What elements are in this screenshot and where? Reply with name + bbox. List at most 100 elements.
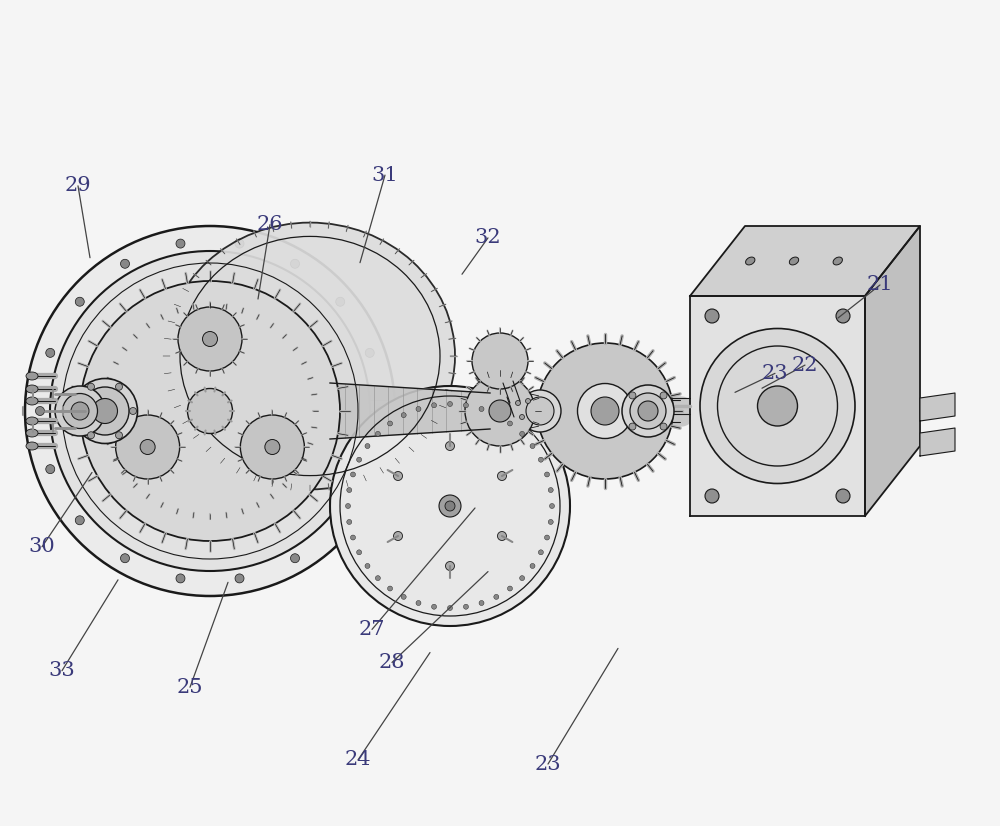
Ellipse shape	[401, 413, 406, 418]
Ellipse shape	[545, 535, 550, 540]
Polygon shape	[920, 393, 955, 421]
Ellipse shape	[507, 586, 512, 591]
Ellipse shape	[25, 226, 395, 596]
Ellipse shape	[494, 595, 499, 600]
Ellipse shape	[26, 385, 38, 393]
Ellipse shape	[538, 550, 543, 555]
Ellipse shape	[74, 407, 80, 415]
Ellipse shape	[188, 388, 232, 434]
Ellipse shape	[357, 550, 362, 555]
Ellipse shape	[265, 439, 280, 454]
Ellipse shape	[88, 432, 94, 439]
Ellipse shape	[548, 487, 553, 492]
Ellipse shape	[388, 421, 393, 426]
Ellipse shape	[497, 472, 506, 481]
Ellipse shape	[520, 431, 525, 436]
Ellipse shape	[497, 531, 506, 540]
Ellipse shape	[178, 307, 242, 371]
Ellipse shape	[630, 393, 666, 429]
Ellipse shape	[330, 386, 570, 626]
Ellipse shape	[494, 413, 499, 418]
Ellipse shape	[836, 489, 850, 503]
Ellipse shape	[660, 392, 667, 399]
Ellipse shape	[416, 406, 421, 411]
Ellipse shape	[26, 442, 38, 450]
Ellipse shape	[758, 386, 798, 426]
Ellipse shape	[176, 574, 185, 583]
Ellipse shape	[526, 398, 530, 403]
Ellipse shape	[519, 390, 561, 432]
Ellipse shape	[140, 439, 155, 454]
Ellipse shape	[88, 383, 94, 390]
Ellipse shape	[365, 563, 370, 568]
Ellipse shape	[479, 601, 484, 605]
Ellipse shape	[116, 432, 122, 439]
Ellipse shape	[530, 563, 535, 568]
Ellipse shape	[394, 472, 403, 481]
Ellipse shape	[336, 515, 345, 525]
Ellipse shape	[836, 309, 850, 323]
Text: 21: 21	[867, 275, 893, 295]
Ellipse shape	[46, 465, 55, 473]
Text: 31: 31	[372, 165, 398, 185]
Ellipse shape	[622, 385, 674, 437]
Ellipse shape	[448, 401, 452, 406]
Ellipse shape	[705, 489, 719, 503]
Ellipse shape	[365, 465, 374, 473]
Ellipse shape	[507, 421, 512, 426]
Ellipse shape	[538, 458, 543, 463]
Ellipse shape	[401, 595, 406, 600]
Ellipse shape	[347, 520, 352, 525]
Ellipse shape	[416, 601, 421, 605]
Ellipse shape	[746, 257, 755, 265]
Ellipse shape	[290, 553, 299, 563]
Ellipse shape	[463, 403, 468, 408]
Ellipse shape	[176, 239, 185, 248]
Text: 24: 24	[345, 750, 371, 770]
Ellipse shape	[120, 553, 129, 563]
Text: 25: 25	[177, 677, 203, 697]
Ellipse shape	[346, 504, 351, 509]
Ellipse shape	[432, 403, 437, 408]
Ellipse shape	[530, 444, 535, 449]
Ellipse shape	[489, 400, 511, 422]
Text: 27: 27	[359, 620, 385, 639]
Ellipse shape	[116, 415, 180, 479]
Ellipse shape	[479, 406, 484, 411]
Ellipse shape	[375, 576, 380, 581]
Text: 22: 22	[792, 355, 818, 375]
Polygon shape	[330, 383, 490, 439]
Ellipse shape	[75, 515, 84, 525]
Ellipse shape	[72, 378, 138, 444]
Text: 23: 23	[762, 363, 788, 383]
Ellipse shape	[336, 297, 345, 306]
Ellipse shape	[121, 259, 130, 268]
Ellipse shape	[240, 415, 304, 479]
Ellipse shape	[130, 407, 136, 415]
Ellipse shape	[578, 383, 633, 439]
Ellipse shape	[705, 309, 719, 323]
Polygon shape	[690, 226, 920, 296]
Ellipse shape	[350, 535, 355, 540]
Ellipse shape	[537, 343, 673, 479]
Ellipse shape	[75, 297, 84, 306]
Ellipse shape	[432, 605, 437, 610]
Ellipse shape	[81, 387, 129, 435]
Ellipse shape	[700, 329, 855, 483]
Ellipse shape	[833, 257, 842, 265]
Ellipse shape	[446, 562, 454, 571]
Ellipse shape	[36, 406, 44, 415]
Ellipse shape	[638, 401, 658, 421]
Ellipse shape	[629, 392, 636, 399]
Ellipse shape	[26, 397, 38, 405]
Ellipse shape	[46, 349, 55, 358]
Ellipse shape	[50, 251, 370, 571]
Ellipse shape	[472, 333, 528, 389]
Text: 26: 26	[257, 215, 283, 235]
Text: 30: 30	[29, 537, 55, 557]
Ellipse shape	[357, 458, 362, 463]
Ellipse shape	[365, 349, 374, 358]
Ellipse shape	[548, 520, 553, 525]
Ellipse shape	[445, 501, 455, 511]
Text: 28: 28	[379, 653, 405, 672]
